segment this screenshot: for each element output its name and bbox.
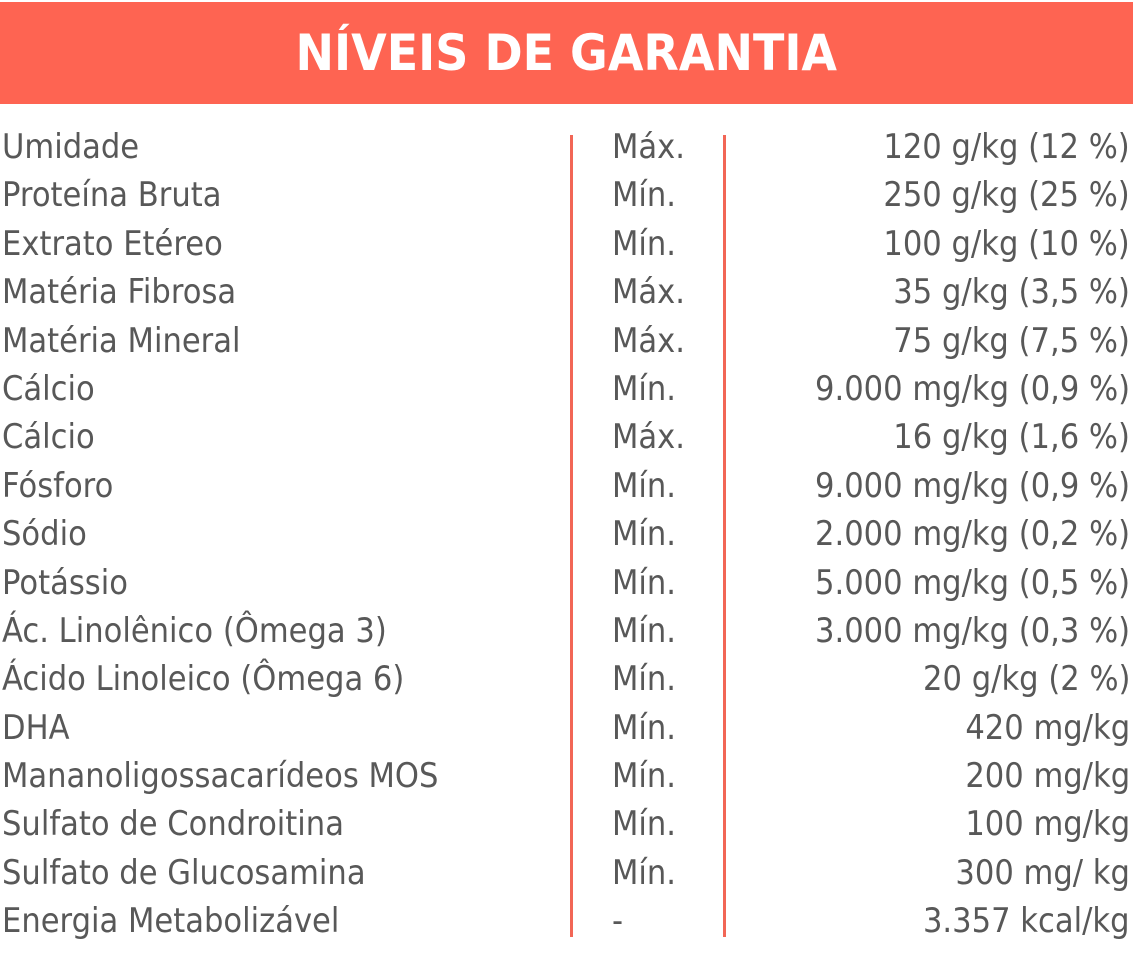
nutrient-value: 100 g/kg (10 %): [883, 223, 1130, 264]
limit-type: -: [612, 901, 624, 942]
nutrient-value: 300 mg/ kg: [955, 852, 1130, 893]
limit-type: Máx.: [612, 272, 685, 313]
table-row: Cálcio Máx. 16 g/kg (1,6 %): [0, 413, 1133, 461]
table-row: Ácido Linoleico (Ômega 6) Mín. 20 g/kg (…: [0, 655, 1133, 703]
table-row: DHA Mín. 420 mg/kg: [0, 704, 1133, 752]
column-divider-left: [570, 135, 573, 937]
nutrient-value: 420 mg/kg: [965, 707, 1130, 748]
nutrient-name: Proteína Bruta: [2, 175, 222, 216]
nutrient-name: Extrato Etéreo: [2, 223, 223, 264]
table-row: Sulfato de Condroitina Mín. 100 mg/kg: [0, 800, 1133, 848]
table-row: Matéria Mineral Máx. 75 g/kg (7,5 %): [0, 317, 1133, 365]
page-title: NÍVEIS DE GARANTIA: [295, 24, 838, 82]
nutrient-name: Cálcio: [2, 368, 95, 409]
table-row: Sulfato de Glucosamina Mín. 300 mg/ kg: [0, 849, 1133, 897]
limit-type: Mín.: [612, 610, 677, 651]
table-row: Sódio Mín. 2.000 mg/kg (0,2 %): [0, 510, 1133, 558]
nutrient-value: 75 g/kg (7,5 %): [893, 320, 1130, 361]
nutrient-value: 250 g/kg (25 %): [883, 175, 1130, 216]
limit-type: Mín.: [612, 659, 677, 700]
nutrient-name: DHA: [2, 707, 70, 748]
nutrient-name: Ácido Linoleico (Ômega 6): [2, 659, 405, 700]
nutrient-name: Cálcio: [2, 417, 95, 458]
nutrient-value: 2.000 mg/kg (0,2 %): [814, 514, 1130, 555]
nutrient-name: Sulfato de Glucosamina: [2, 852, 366, 893]
limit-type: Máx.: [612, 320, 685, 361]
nutrient-name: Ác. Linolênico (Ômega 3): [2, 610, 387, 651]
nutrient-value: 16 g/kg (1,6 %): [893, 417, 1130, 458]
nutrient-name: Sulfato de Condroitina: [2, 804, 344, 845]
table-row: Fósforo Mín. 9.000 mg/kg (0,9 %): [0, 462, 1133, 510]
limit-type: Mín.: [612, 368, 677, 409]
table-row: Extrato Etéreo Mín. 100 g/kg (10 %): [0, 220, 1133, 268]
header-banner: NÍVEIS DE GARANTIA: [0, 2, 1133, 104]
limit-type: Mín.: [612, 465, 677, 506]
table-row: Cálcio Mín. 9.000 mg/kg (0,9 %): [0, 365, 1133, 413]
limit-type: Máx.: [612, 417, 685, 458]
limit-type: Mín.: [612, 175, 677, 216]
nutrient-value: 35 g/kg (3,5 %): [893, 272, 1130, 313]
nutrient-value: 3.000 mg/kg (0,3 %): [814, 610, 1130, 651]
nutrient-value: 120 g/kg (12 %): [883, 127, 1130, 167]
nutrient-name: Sódio: [2, 514, 87, 555]
nutrient-name: Matéria Fibrosa: [2, 272, 237, 313]
nutrient-value: 20 g/kg (2 %): [922, 659, 1130, 700]
nutrient-name: Fósforo: [2, 465, 114, 506]
nutrient-value: 3.357 kcal/kg: [923, 901, 1130, 942]
nutrient-value: 5.000 mg/kg (0,5 %): [814, 562, 1130, 603]
limit-type: Mín.: [612, 852, 677, 893]
nutrient-value: 100 mg/kg: [965, 804, 1130, 845]
limit-type: Mín.: [612, 707, 677, 748]
table-row: Ác. Linolênico (Ômega 3) Mín. 3.000 mg/k…: [0, 607, 1133, 655]
nutrient-value: 200 mg/kg: [965, 756, 1130, 797]
limit-type: Mín.: [612, 804, 677, 845]
nutrient-name: Matéria Mineral: [2, 320, 241, 361]
nutrient-value: 9.000 mg/kg (0,9 %): [814, 465, 1130, 506]
nutrient-name: Energia Metabolizável: [2, 901, 340, 942]
limit-type: Mín.: [612, 756, 677, 797]
table-row: Matéria Fibrosa Máx. 35 g/kg (3,5 %): [0, 268, 1133, 316]
limit-type: Mín.: [612, 514, 677, 555]
column-divider-right: [723, 135, 726, 937]
table-row: Energia Metabolizável - 3.357 kcal/kg: [0, 897, 1133, 945]
limit-type: Mín.: [612, 562, 677, 603]
nutrient-name: Potássio: [2, 562, 128, 603]
nutrient-value: 9.000 mg/kg (0,9 %): [814, 368, 1130, 409]
nutrient-name: Umidade: [2, 127, 140, 167]
guarantee-table: Umidade Máx. 120 g/kg (12 %) Proteína Br…: [0, 123, 1133, 946]
table-row: Proteína Bruta Mín. 250 g/kg (25 %): [0, 171, 1133, 219]
table-row: Mananoligossacarídeos MOS Mín. 200 mg/kg: [0, 752, 1133, 800]
nutrient-name: Mananoligossacarídeos MOS: [2, 756, 439, 797]
limit-type: Máx.: [612, 127, 685, 167]
table-row: Potássio Mín. 5.000 mg/kg (0,5 %): [0, 559, 1133, 607]
limit-type: Mín.: [612, 223, 677, 264]
table-row: Umidade Máx. 120 g/kg (12 %): [0, 123, 1133, 171]
